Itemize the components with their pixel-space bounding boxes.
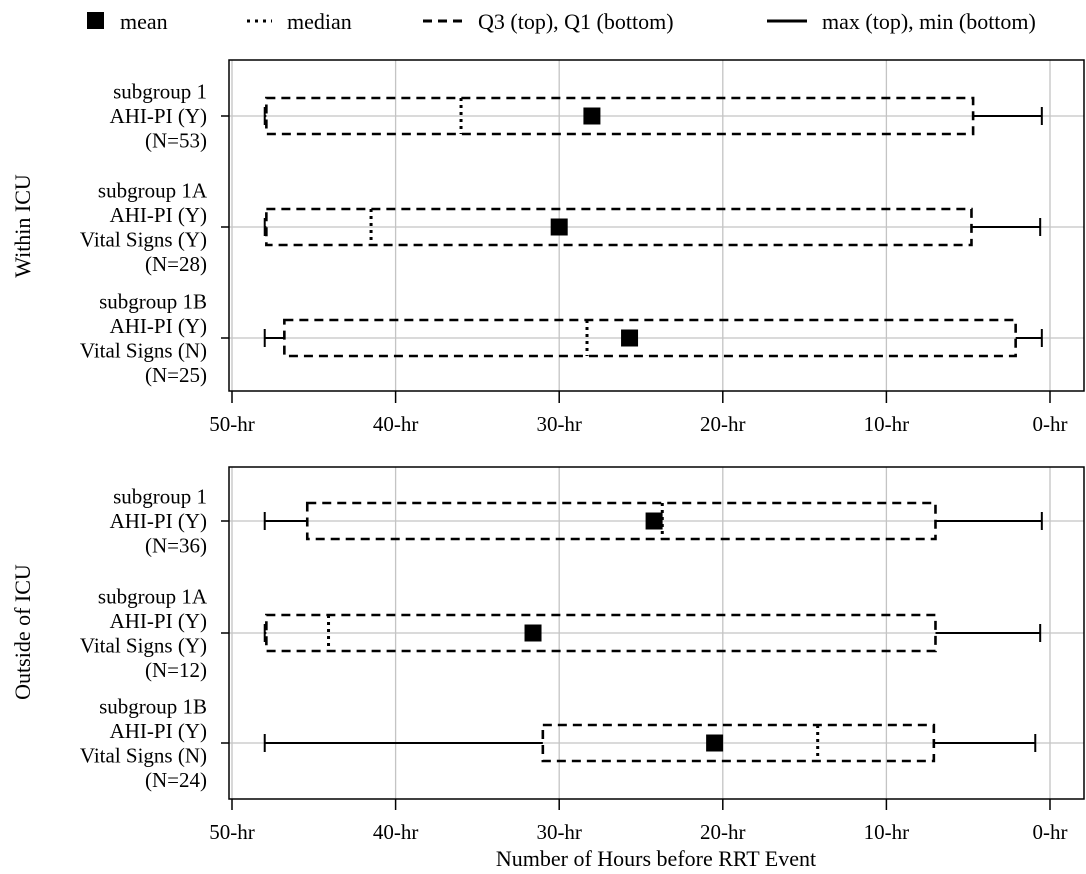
group-label-line: subgroup 1B [99,289,207,313]
mean-marker [645,512,663,530]
mean-marker [550,218,568,236]
panel-1: 50-hr 40-hr 30-hr 20-hr 10-hr 0-hr Within ICU s… [10,59,1085,436]
group-label-line: AHI-PI (Y) [110,719,207,743]
x-tick-label: 30-hr [536,412,582,436]
group-label-line: subgroup 1 [113,485,207,509]
group-label-line: subgroup 1A [98,178,208,202]
group-label-line: Vital Signs (Y) [80,633,207,657]
group-label-line: (N=24) [145,768,207,792]
group-label-line: (N=53) [145,129,207,153]
mean-marker [524,624,542,642]
x-tick-label: 10-hr [864,412,910,436]
plot-frame [228,59,1085,392]
group-label-line: AHI-PI (Y) [110,203,207,227]
iqr-box [265,96,975,136]
x-tick-label: 50-hr [209,820,255,844]
x-tick-label: 40-hr [373,412,419,436]
mean-marker [621,329,639,347]
group-label-line: (N=36) [145,534,207,558]
group-label-line: AHI-PI (Y) [110,609,207,633]
x-tick-label: 20-hr [700,412,746,436]
legend-mean-marker [87,12,104,29]
legend-label-quartiles: Q3 (top), Q1 (bottom) [478,9,674,34]
x-tick-label: 0-hr [1033,412,1068,436]
group-label-line: (N=12) [145,658,207,682]
x-tick-label: 50-hr [209,412,255,436]
legend-item-range: max (top), min (bottom) [767,9,1036,34]
legend-label-median: median [287,9,352,34]
panel-2: 50-hr 40-hr 30-hr 20-hr 10-hr 0-hr Outside of … [10,466,1085,844]
group-label-line: AHI-PI (Y) [110,314,207,338]
mean-marker [706,734,724,752]
iqr-box [305,501,937,541]
group-label-line: subgroup 1A [98,584,208,608]
legend-item-median: median [247,9,352,34]
panel-y-label: Within ICU [10,174,35,278]
group-label-line: subgroup 1B [99,694,207,718]
legend-label-range: max (top), min (bottom) [822,9,1036,34]
iqr-box [541,723,936,763]
x-tick-label: 20-hr [700,820,746,844]
legend: mean median Q3 (top), Q1 (bottom) max (top)… [87,9,1036,34]
group-label-line: subgroup 1 [113,80,207,104]
group-label-line: Vital Signs (N) [80,338,207,362]
group-label-line: AHI-PI (Y) [110,509,207,533]
panels: 50-hr 40-hr 30-hr 20-hr 10-hr 0-hr Within ICU s… [10,59,1085,844]
legend-item-quartiles: Q3 (top), Q1 (bottom) [423,9,674,34]
legend-item-mean: mean [87,9,168,34]
iqr-box [265,207,973,247]
group-label-line: AHI-PI (Y) [110,104,207,128]
panel-y-label: Outside of ICU [10,564,35,700]
x-axis-label: Number of Hours before RRT Event [496,846,816,871]
group-label-line: Vital Signs (Y) [80,227,207,251]
group-label-line: (N=25) [145,363,207,387]
x-tick-label: 0-hr [1033,820,1068,844]
group-label-line: Vital Signs (N) [80,743,207,767]
x-tick-label: 30-hr [536,820,582,844]
iqr-box [283,318,1017,358]
iqr-box [265,613,937,653]
legend-label-mean: mean [120,9,168,34]
x-tick-label: 40-hr [373,820,419,844]
group-label-line: (N=28) [145,252,207,276]
mean-marker [583,107,601,125]
x-tick-label: 10-hr [864,820,910,844]
